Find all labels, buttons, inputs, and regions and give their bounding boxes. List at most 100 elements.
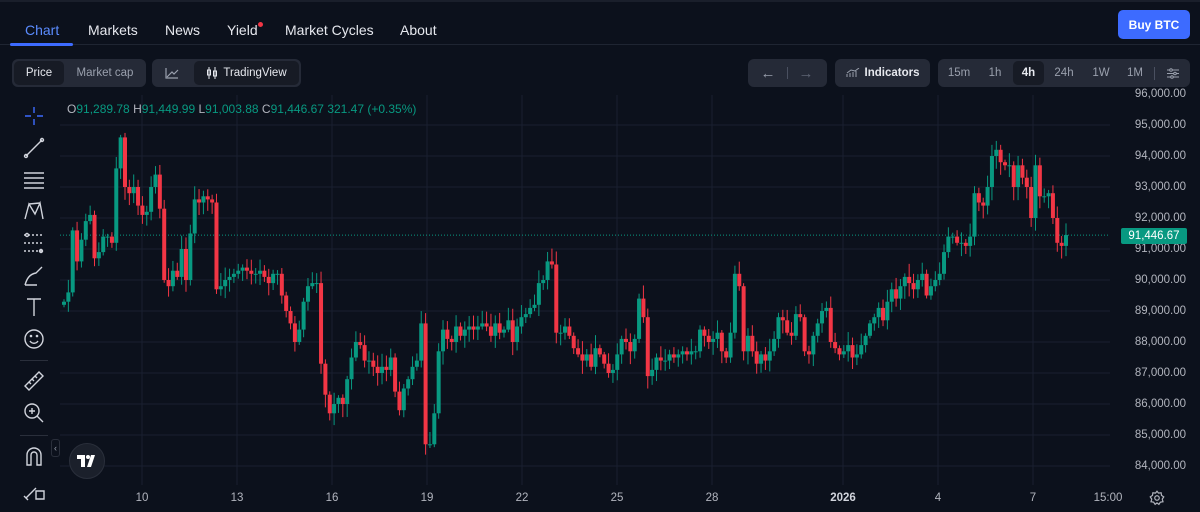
trend-line-icon[interactable] (22, 136, 46, 160)
back-arrow-icon[interactable]: ← (760, 64, 776, 82)
divider (20, 360, 48, 361)
x-tick-label: 19 (420, 492, 434, 504)
y-tick-label: 94,000.00 (1134, 150, 1186, 162)
candle-body (427, 444, 432, 446)
x-tick-label: 15:00 (1093, 492, 1123, 504)
candle-body (632, 338, 637, 352)
price-button[interactable]: Price (14, 61, 64, 85)
timeframe-1w[interactable]: 1W (1092, 67, 1110, 79)
candle-body (279, 273, 284, 296)
brush-icon[interactable] (22, 264, 46, 288)
candle-body (414, 360, 419, 367)
candle-body (833, 342, 838, 349)
candle-body (432, 413, 437, 445)
candle-body (449, 338, 454, 342)
candle-body (149, 187, 154, 212)
tradingview-logo[interactable] (69, 443, 105, 479)
tab-news[interactable]: News (165, 22, 201, 38)
emoji-icon[interactable] (22, 327, 46, 351)
tab-chart[interactable]: Chart (25, 22, 60, 38)
candle-body (615, 354, 620, 370)
candle-body (994, 149, 999, 156)
candle-body (210, 199, 215, 203)
candle-body (497, 323, 502, 333)
candle-body (920, 273, 925, 280)
candle-body (798, 314, 803, 318)
notification-dot (258, 22, 263, 27)
candle-body (841, 351, 846, 355)
candle-body (881, 307, 886, 321)
candle-body (654, 357, 659, 370)
indicators-button[interactable]: Indicators (835, 59, 930, 87)
candle-body (828, 307, 833, 342)
candle-body (353, 342, 358, 358)
magnet-icon[interactable] (22, 445, 46, 469)
collapse-toolbar-button[interactable]: ‹ (51, 439, 60, 457)
candle-body (837, 348, 842, 355)
text-icon[interactable] (22, 295, 46, 319)
tab-markets[interactable]: Markets (88, 22, 138, 38)
candlestick-chart[interactable] (60, 95, 1110, 485)
candle-body (763, 354, 768, 361)
y-tick-label: 93,000.00 (1134, 181, 1186, 193)
pattern-icon[interactable] (22, 199, 46, 223)
candle-body (998, 149, 1003, 163)
zoom-in-icon[interactable] (22, 401, 46, 425)
candle-body (955, 236, 960, 243)
candle-body (140, 205, 145, 215)
candle-body (79, 239, 84, 262)
timeframe-15m[interactable]: 15m (947, 67, 971, 79)
candle-body (693, 351, 698, 353)
timeframe-4h[interactable]: 4h (1013, 61, 1044, 85)
timeframe-24h[interactable]: 24h (1054, 67, 1074, 79)
tradingview-button[interactable]: TradingView (194, 61, 299, 85)
forward-arrow-icon[interactable]: → (798, 64, 814, 82)
y-tick-label: 84,000.00 (1134, 460, 1186, 472)
timeframe-1m[interactable]: 1M (1127, 67, 1143, 79)
market-cap-button[interactable]: Market cap (76, 67, 134, 79)
candle-body (942, 252, 947, 274)
candle-body (867, 323, 872, 336)
candle-body (305, 286, 310, 302)
price-axis[interactable]: 96,000.00 95,000.00 94,000.00 93,000.00 92,0… (1110, 88, 1200, 485)
tab-yield[interactable]: Yield (227, 22, 258, 38)
indicators-icon (846, 68, 859, 77)
fib-retracement-icon[interactable] (22, 231, 46, 255)
candle-body (223, 280, 228, 287)
candle-body (528, 307, 533, 315)
timeframe-1h[interactable]: 1h (988, 67, 1002, 79)
horizontal-lines-icon[interactable] (22, 168, 46, 192)
ruler-icon[interactable] (22, 369, 46, 393)
candle-body (314, 283, 319, 285)
lock-drawings-icon[interactable] (22, 478, 46, 502)
candle-body (519, 317, 524, 327)
candle-body (380, 366, 385, 373)
candle-body (610, 369, 615, 373)
candle-body (602, 354, 607, 364)
candle-body (680, 351, 685, 355)
x-tick-label: 25 (610, 492, 624, 504)
candle-body (806, 351, 811, 355)
candle-body (249, 270, 254, 274)
close-value: 91,446.67 (270, 102, 324, 116)
open-label: O (67, 102, 77, 116)
tab-market-cycles[interactable]: Market Cycles (285, 22, 374, 38)
candle-body (815, 323, 820, 336)
candle-body (576, 348, 581, 355)
candle-body (493, 323, 498, 336)
candle-body (549, 261, 554, 265)
candle-body (1011, 165, 1016, 187)
settings-sliders-icon[interactable] (1160, 61, 1186, 85)
candle-body (759, 354, 764, 364)
line-chart-button[interactable] (154, 61, 190, 85)
candle-body (310, 283, 315, 287)
candle-body (950, 236, 955, 238)
candle-body (1046, 193, 1051, 197)
chart-settings-gear-icon[interactable] (1148, 489, 1166, 507)
candle-body (741, 286, 746, 352)
candle-body (236, 270, 241, 274)
candle-body (593, 348, 598, 367)
tab-about[interactable]: About (400, 22, 437, 38)
buy-btc-button[interactable]: Buy BTC (1118, 10, 1190, 39)
crosshair-icon[interactable] (22, 104, 46, 128)
